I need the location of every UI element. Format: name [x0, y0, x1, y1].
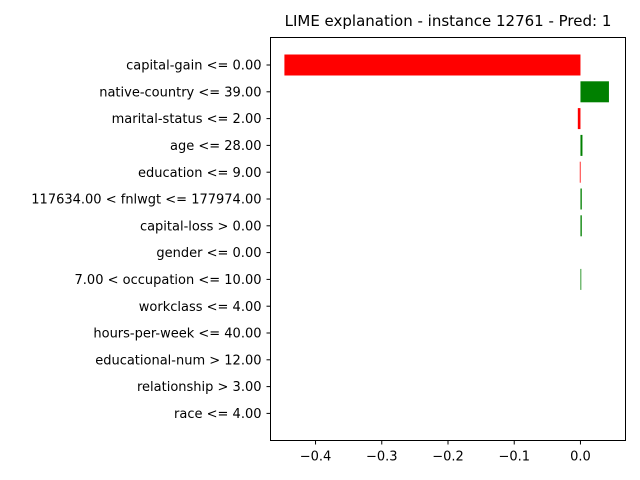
- bar-1: [580, 81, 609, 103]
- bar-0: [284, 54, 581, 76]
- ytick-label-5: 117634.00 < fnlwgt <= 177974.00: [31, 193, 261, 208]
- ytick-label-6: capital-loss > 0.00: [140, 219, 262, 234]
- bars-group: [284, 54, 609, 290]
- bar-4: [579, 161, 581, 183]
- ytick-label-13: race <= 4.00: [174, 407, 261, 422]
- bar-8: [580, 268, 582, 290]
- plot-frame: [270, 37, 626, 441]
- ytick-label-10: hours-per-week <= 40.00: [93, 327, 261, 342]
- y-axis-ticks: capital-gain <= 0.00 native-country <= 39…: [31, 59, 271, 422]
- bar-3: [580, 134, 583, 156]
- ytick-label-0: capital-gain <= 0.00: [126, 59, 261, 74]
- x-axis-ticks: −0.4 −0.3 −0.2 −0.1 0.0: [300, 440, 591, 465]
- ytick-label-11: educational-num > 12.00: [95, 353, 261, 368]
- ytick-label-8: 7.00 < occupation <= 10.00: [75, 273, 262, 288]
- bar-6: [580, 215, 582, 237]
- ytick-label-2: marital-status <= 2.00: [112, 112, 262, 127]
- xtick-label-0: −0.4: [300, 450, 332, 465]
- ytick-label-3: age <= 28.00: [170, 139, 261, 154]
- xtick-label-4: 0.0: [570, 450, 591, 465]
- ytick-label-4: education <= 9.00: [138, 166, 262, 181]
- chart-title: LIME explanation - instance 12761 - Pred…: [285, 12, 612, 30]
- ytick-label-12: relationship > 3.00: [137, 380, 262, 395]
- xtick-label-1: −0.3: [366, 450, 398, 465]
- xtick-label-2: −0.2: [432, 450, 464, 465]
- ytick-label-7: gender <= 0.00: [156, 246, 261, 261]
- xtick-label-3: −0.1: [498, 450, 530, 465]
- ytick-label-1: native-country <= 39.00: [99, 85, 261, 100]
- ytick-label-9: workclass <= 4.00: [139, 300, 262, 315]
- bar-5: [580, 188, 582, 210]
- bar-2: [577, 108, 581, 130]
